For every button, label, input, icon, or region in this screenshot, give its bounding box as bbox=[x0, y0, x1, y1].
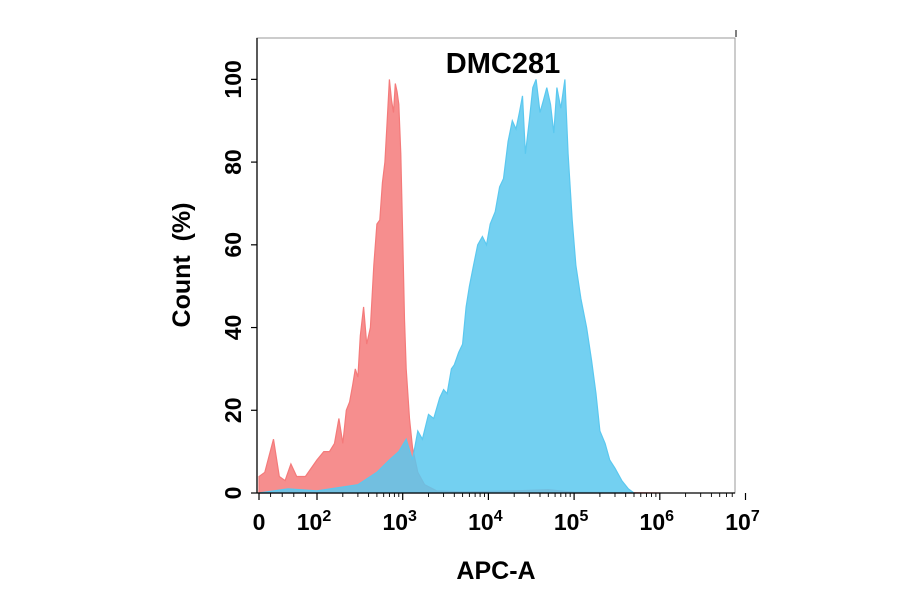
x-tick-label: 102 bbox=[297, 508, 332, 535]
x-tick-label: 103 bbox=[382, 508, 417, 535]
x-tick-label: 104 bbox=[468, 508, 503, 535]
y-tick-label: 60 bbox=[220, 232, 246, 258]
x-tick-label: 0 bbox=[253, 509, 266, 535]
y-ticks: 0 20 40 60 80 100 bbox=[220, 60, 257, 499]
x-tick-label: 105 bbox=[554, 508, 589, 535]
y-tick-label: 80 bbox=[220, 149, 246, 175]
series-layer bbox=[258, 79, 660, 494]
y-tick-label: 20 bbox=[220, 398, 246, 424]
histogram-series-2 bbox=[258, 79, 636, 494]
x-tick-label: 106 bbox=[640, 508, 675, 535]
y-tick-label: 100 bbox=[220, 60, 246, 98]
x-tick-label: 107 bbox=[725, 508, 760, 535]
chart-title: DMC281 bbox=[446, 48, 560, 80]
x-axis-label: APC-A bbox=[456, 557, 535, 585]
x-minor-ticks bbox=[270, 493, 733, 497]
y-axis-label: Count (%) bbox=[168, 203, 196, 328]
y-tick-label: 40 bbox=[220, 315, 246, 341]
x-ticks: 0 102 103 104 105 106 107 bbox=[253, 493, 760, 535]
y-tick-label: 0 bbox=[220, 487, 246, 500]
